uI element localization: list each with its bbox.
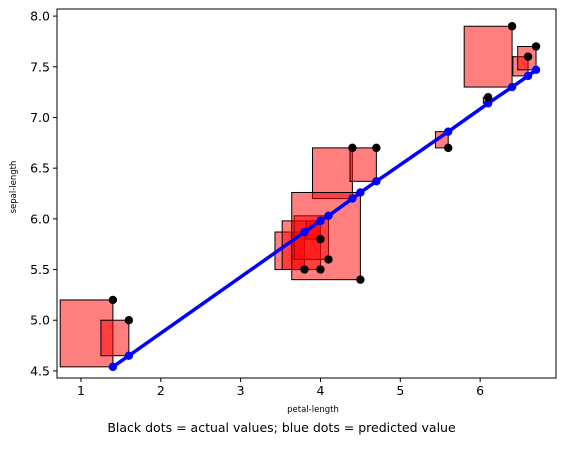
residual-square bbox=[312, 148, 352, 199]
predicted-point bbox=[348, 194, 356, 202]
residual-square bbox=[101, 320, 129, 355]
y-tick-label: 6.0 bbox=[30, 211, 50, 226]
predicted-point bbox=[524, 72, 532, 80]
actual-point bbox=[508, 22, 516, 30]
actual-point bbox=[316, 235, 324, 243]
predicted-point bbox=[324, 212, 332, 220]
predicted-series bbox=[109, 66, 541, 371]
x-tick-label: 6 bbox=[476, 383, 484, 398]
predicted-point bbox=[316, 217, 324, 225]
chart-svg: 1 2 3 4 5 6 4.5 5.0 5.5 6.0 6.5 7.0 7.5 8.0 petal-le… bbox=[0, 0, 563, 420]
predicted-point bbox=[356, 188, 364, 196]
y-axis-ticks: 4.5 5.0 5.5 6.0 6.5 7.0 7.5 8.0 bbox=[30, 9, 57, 379]
actual-point bbox=[109, 296, 117, 304]
actual-point bbox=[348, 144, 356, 152]
predicted-point bbox=[125, 351, 133, 359]
x-tick-label: 2 bbox=[157, 383, 165, 398]
actual-point bbox=[300, 265, 308, 273]
residual-squares bbox=[60, 26, 536, 367]
predicted-line bbox=[113, 70, 536, 367]
actual-point bbox=[372, 144, 380, 152]
y-tick-label: 6.5 bbox=[30, 161, 50, 176]
y-tick-label: 5.0 bbox=[30, 313, 50, 328]
predicted-point bbox=[300, 228, 308, 236]
x-tick-label: 4 bbox=[316, 383, 324, 398]
y-axis-label: sepal-length bbox=[9, 161, 19, 214]
actual-point bbox=[324, 255, 332, 263]
y-tick-label: 8.0 bbox=[30, 9, 50, 24]
actual-point bbox=[484, 93, 492, 101]
residual-square bbox=[350, 148, 376, 181]
actual-point bbox=[316, 265, 324, 273]
predicted-point bbox=[508, 83, 516, 91]
actual-point bbox=[524, 52, 532, 60]
x-tick-label: 5 bbox=[396, 383, 404, 398]
x-axis-ticks: 1 2 3 4 5 6 bbox=[77, 378, 484, 398]
residual-square bbox=[464, 26, 512, 87]
predicted-point bbox=[372, 177, 380, 185]
x-axis-label: petal-length bbox=[287, 405, 339, 415]
actual-point bbox=[125, 316, 133, 324]
actual-point bbox=[532, 42, 540, 50]
y-tick-label: 5.5 bbox=[30, 262, 50, 277]
predicted-point bbox=[444, 127, 452, 135]
predicted-point bbox=[109, 363, 117, 371]
figure-caption: Black dots = actual values; blue dots = … bbox=[0, 420, 563, 435]
y-tick-label: 7.5 bbox=[30, 59, 50, 74]
x-tick-label: 1 bbox=[77, 383, 85, 398]
y-tick-label: 4.5 bbox=[30, 363, 50, 378]
actual-point bbox=[444, 144, 452, 152]
actual-point bbox=[356, 275, 364, 283]
y-tick-label: 7.0 bbox=[30, 110, 50, 125]
predicted-point bbox=[532, 66, 540, 74]
x-tick-label: 3 bbox=[237, 383, 245, 398]
